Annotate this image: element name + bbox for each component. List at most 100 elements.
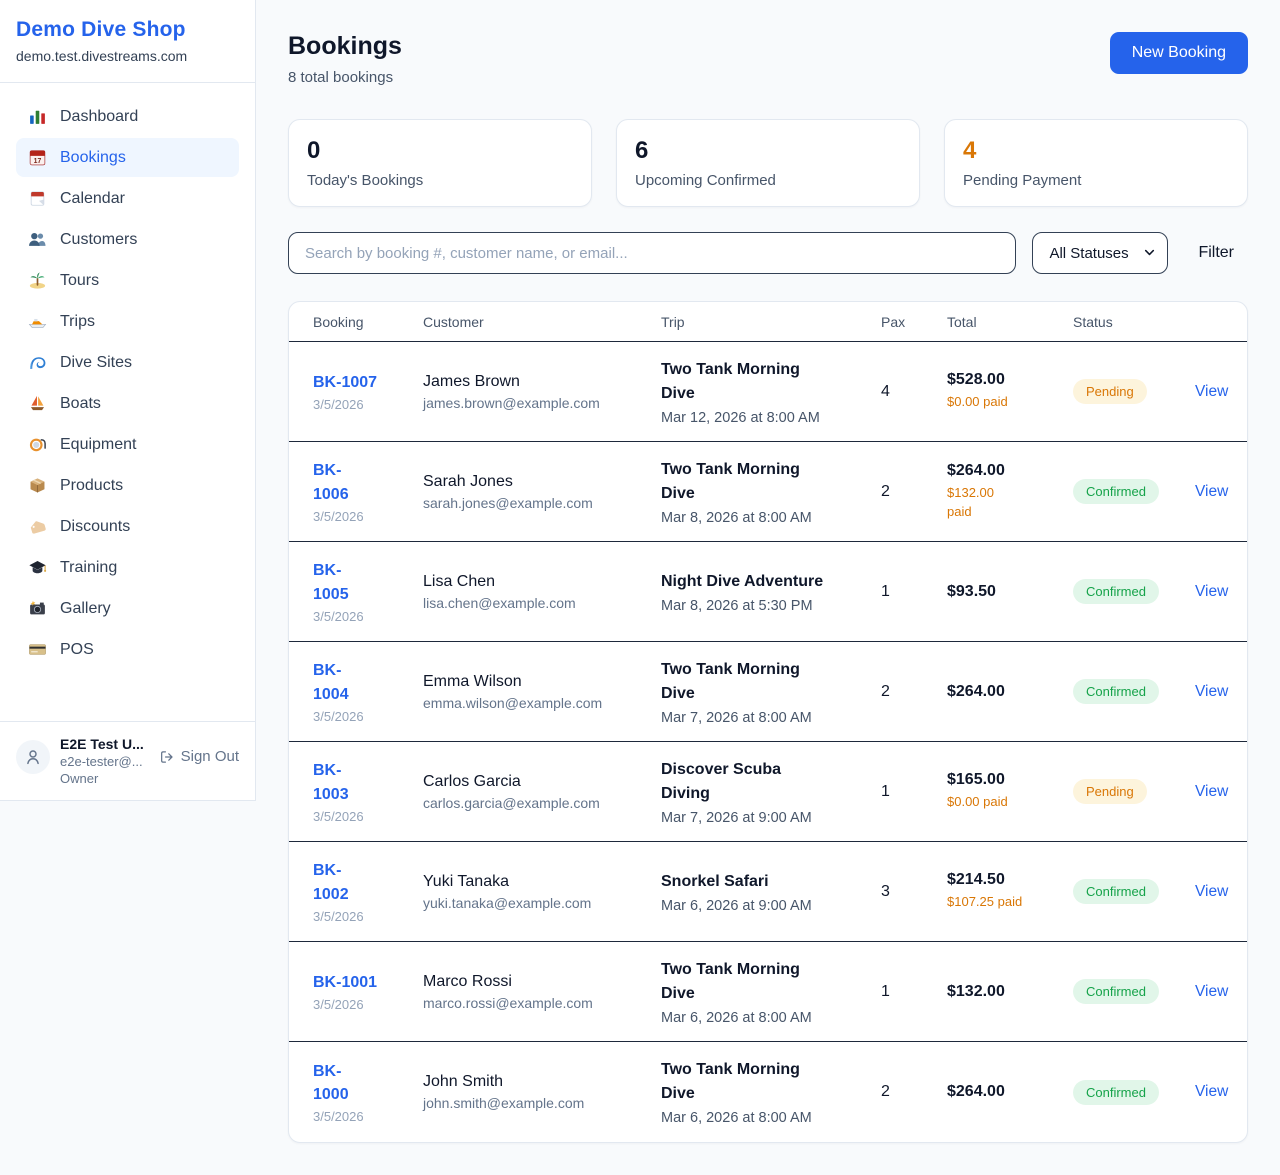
- status-select[interactable]: All Statuses: [1032, 232, 1169, 274]
- sidebar-item-label: Customers: [60, 230, 138, 248]
- booking-cell: BK- 1005 3/5/2026: [313, 559, 423, 623]
- sidebar-item-products[interactable]: Products: [16, 466, 239, 505]
- pax-count: 2: [881, 482, 890, 500]
- bookings-table: Booking Customer Trip Pax Total Status BK-100…: [288, 301, 1248, 1143]
- column-header-trip: Trip: [661, 313, 685, 330]
- view-link[interactable]: View: [1195, 482, 1229, 500]
- customer-cell: Sarah Jones sarah.jones@example.com: [423, 473, 661, 511]
- table-row: BK- 1005 3/5/2026 Lisa Chen lisa.chen@exa…: [289, 542, 1247, 642]
- view-link[interactable]: View: [1195, 982, 1229, 1000]
- booking-date: 3/5/2026: [313, 608, 364, 624]
- customer-cell: Lisa Chen lisa.chen@example.com: [423, 573, 661, 611]
- search-input[interactable]: [288, 232, 1017, 274]
- wave-icon: [28, 353, 47, 372]
- booking-id-link[interactable]: BK- 1000: [313, 1062, 349, 1103]
- total-cell: $264.00 $132.00 paid: [947, 462, 1073, 520]
- trip-name: Night Dive Adventure: [661, 572, 824, 590]
- view-link[interactable]: View: [1195, 682, 1229, 700]
- tag-icon: [28, 517, 47, 536]
- paid-amount: $132.00 paid: [947, 485, 994, 519]
- sidebar-item-training[interactable]: Training: [16, 548, 239, 587]
- user-email: e2e-tester@...: [60, 754, 143, 769]
- status-cell: Confirmed: [1073, 579, 1195, 604]
- sidebar-item-dashboard[interactable]: Dashboard: [16, 97, 239, 136]
- view-link[interactable]: View: [1195, 782, 1229, 800]
- booking-cell: BK- 1000 3/5/2026: [313, 1060, 423, 1124]
- table-header-row: Booking Customer Trip Pax Total Status: [289, 302, 1247, 342]
- trip-name: Two Tank Morning Dive: [661, 660, 800, 702]
- booking-id-link[interactable]: BK- 1006: [313, 462, 349, 503]
- sidebar-item-pos[interactable]: POS: [16, 630, 239, 669]
- stat-value: 0: [307, 137, 321, 164]
- table-body: BK-1007 3/5/2026 James Brown james.brown…: [289, 342, 1247, 1142]
- sidebar-item-customers[interactable]: Customers: [16, 220, 239, 259]
- sidebar-item-trips[interactable]: Trips: [16, 302, 239, 341]
- sign-out-button[interactable]: Sign Out: [159, 748, 239, 765]
- trip-name: Two Tank Morning Dive: [661, 460, 800, 502]
- sidebar-item-gallery[interactable]: Gallery: [16, 589, 239, 628]
- status-badge: Confirmed: [1073, 879, 1159, 904]
- booking-id-link[interactable]: BK- 1004: [313, 662, 349, 703]
- customer-cell: Carlos Garcia carlos.garcia@example.com: [423, 773, 661, 811]
- trip-datetime: Mar 12, 2026 at 8:00 AM: [661, 409, 820, 426]
- sidebar-item-discounts[interactable]: Discounts: [16, 507, 239, 546]
- sidebar-item-label: Calendar: [60, 189, 125, 207]
- trip-name: Snorkel Safari: [661, 872, 769, 890]
- booking-id-link[interactable]: BK-1001: [313, 973, 378, 991]
- view-link[interactable]: View: [1195, 1083, 1229, 1100]
- status-cell: Confirmed: [1073, 979, 1195, 1004]
- table-row: BK- 1003 3/5/2026 Carlos Garcia carlos.ga…: [289, 742, 1247, 842]
- sidebar-item-boats[interactable]: Boats: [16, 384, 239, 423]
- user-role: Owner: [60, 771, 99, 786]
- total-cell: $264.00: [947, 1083, 1073, 1101]
- booking-id-link[interactable]: BK- 1003: [313, 762, 349, 803]
- stat-card: 0 Today's Bookings: [288, 119, 592, 207]
- booking-id-link[interactable]: BK-1007: [313, 373, 378, 391]
- booking-date: 3/5/2026: [313, 708, 364, 724]
- trip-cell: Discover Scuba Diving Mar 7, 2026 at 9:0…: [661, 758, 881, 826]
- diving-mask-icon: [28, 435, 47, 454]
- stat-label: Today's Bookings: [307, 172, 424, 189]
- status-cell: Confirmed: [1073, 679, 1195, 704]
- view-link[interactable]: View: [1195, 382, 1229, 400]
- sidebar-item-dive-sites[interactable]: Dive Sites: [16, 343, 239, 382]
- customer-cell: John Smith john.smith@example.com: [423, 1073, 661, 1111]
- sidebar-item-bookings[interactable]: 17 Bookings: [16, 138, 239, 177]
- sidebar-item-tours[interactable]: Tours: [16, 261, 239, 300]
- column-header-total: Total: [947, 313, 977, 330]
- status-badge: Confirmed: [1073, 1079, 1159, 1105]
- paid-amount: $107.25 paid: [947, 894, 1023, 910]
- trip-datetime: Mar 7, 2026 at 8:00 AM: [661, 709, 812, 726]
- trip-datetime: Mar 6, 2026 at 8:00 AM: [661, 1009, 812, 1026]
- sidebar-item-label: Tours: [60, 271, 100, 289]
- status-badge: Confirmed: [1073, 979, 1159, 1004]
- column-header-customer: Customer: [423, 313, 484, 330]
- customer-cell: Emma Wilson emma.wilson@example.com: [423, 673, 661, 711]
- customer-name: John Smith: [423, 1073, 504, 1090]
- user-block: E2E Test U... e2e-tester@... Owner Sign …: [0, 721, 255, 800]
- trip-datetime: Mar 8, 2026 at 8:00 AM: [661, 509, 812, 526]
- credit-card-icon: [28, 640, 47, 659]
- sidebar-item-calendar[interactable]: Calendar: [16, 179, 239, 218]
- bar-chart-icon: [28, 107, 47, 126]
- booking-id-link[interactable]: BK- 1005: [313, 562, 349, 603]
- sidebar-item-label: POS: [60, 640, 94, 658]
- filter-button[interactable]: Filter: [1184, 244, 1248, 262]
- customer-email: lisa.chen@example.com: [423, 594, 576, 611]
- trip-datetime: Mar 6, 2026 at 8:00 AM: [661, 1110, 812, 1126]
- sidebar-item-equipment[interactable]: Equipment: [16, 425, 239, 464]
- new-booking-button[interactable]: New Booking: [1109, 32, 1248, 74]
- booking-cell: BK- 1002 3/5/2026: [313, 859, 423, 923]
- view-link[interactable]: View: [1195, 582, 1229, 600]
- customer-email: john.smith@example.com: [423, 1095, 585, 1111]
- total-cell: $132.00: [947, 983, 1073, 1001]
- page-subtitle: 8 total bookings: [288, 69, 394, 86]
- view-link[interactable]: View: [1195, 882, 1229, 900]
- customer-email: james.brown@example.com: [423, 394, 600, 411]
- customer-cell: Yuki Tanaka yuki.tanaka@example.com: [423, 873, 661, 911]
- booking-id-link[interactable]: BK- 1002: [313, 862, 349, 903]
- trip-cell: Snorkel Safari Mar 6, 2026 at 9:00 AM: [661, 870, 881, 914]
- booking-cell: BK-1007 3/5/2026: [313, 371, 423, 412]
- page-header: Bookings 8 total bookings New Booking: [288, 32, 1248, 86]
- package-icon: [28, 476, 47, 495]
